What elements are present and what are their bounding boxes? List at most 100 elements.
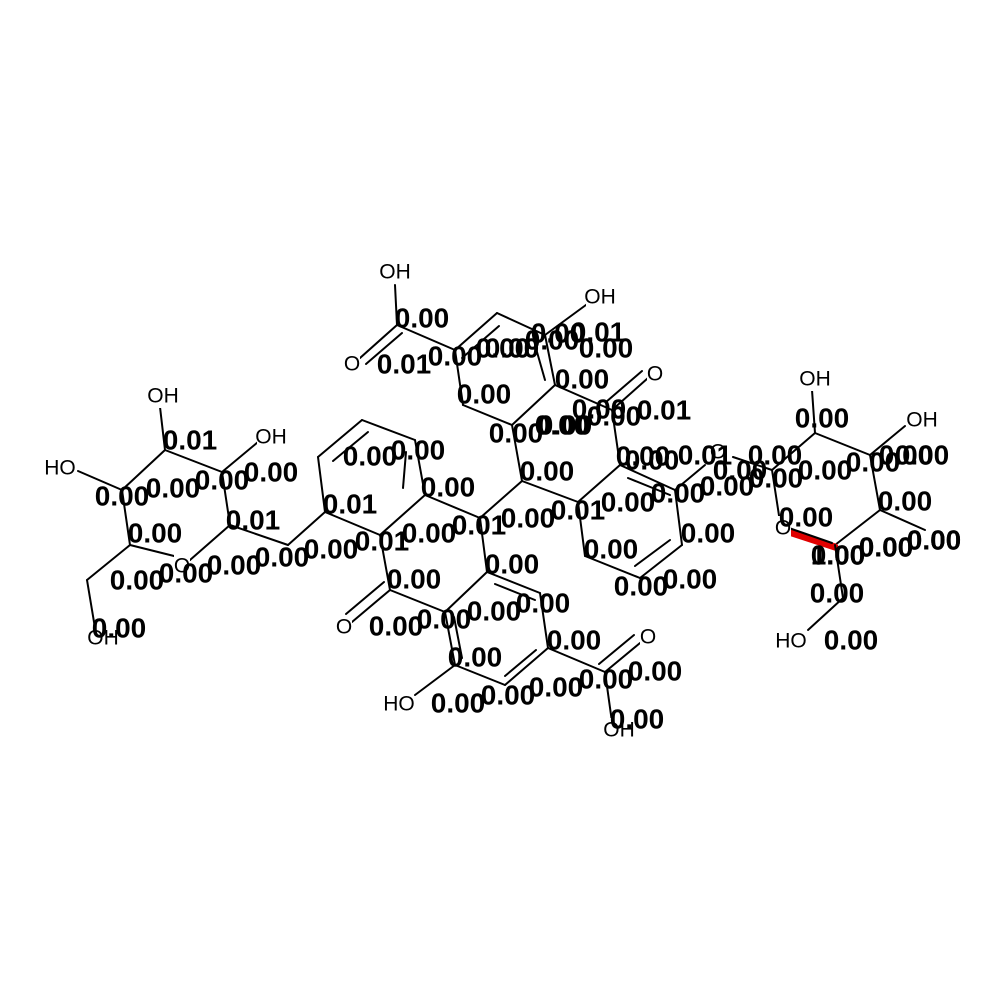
bond [814,432,871,456]
atom-label: OH [799,368,831,391]
bond [504,649,537,677]
bond [544,334,556,386]
score-label: 0.00 [481,680,536,711]
score-label: 0.00 [207,550,262,581]
atom-label-bg [46,456,74,480]
score-label: 0.00 [387,564,442,595]
bond [771,469,781,523]
atom-label-bg [381,260,409,284]
bond [424,494,481,519]
bond [619,464,676,491]
atom-label: O [640,626,656,649]
score-label: 0.00 [625,445,680,476]
atom-label-bg [149,384,177,408]
bond [396,324,456,351]
score-label: 0.00 [748,440,803,471]
score-label: 0.01 [551,495,606,526]
score-label: 0.00 [485,549,540,580]
score-label: 0.00 [859,532,914,563]
bond [164,449,223,473]
atom-label-bg [385,692,413,716]
bond [554,384,613,411]
bond [511,384,556,426]
bond [444,571,488,613]
score-label: 0.00 [110,565,165,596]
bond [454,349,464,406]
score-label: 0.00 [907,525,962,556]
bond [379,494,426,536]
bond [611,409,621,466]
bond [221,471,231,526]
bond [834,544,844,599]
bond [486,571,541,594]
score-label: 0.00 [421,472,476,503]
bond [287,511,326,546]
score-label: 0.00 [369,611,424,642]
score-label: 0.01 [377,349,432,380]
score-label: 0.00 [810,578,865,609]
bond [479,517,488,573]
bond [544,301,591,336]
atom-label: HO [775,630,807,653]
bond [454,312,498,351]
score-label: 0.00 [587,401,642,432]
score-label: 0.00 [895,440,950,471]
bond [77,470,123,491]
score-label: 0.00 [489,418,544,449]
score-label: 0.00 [146,473,201,504]
bond [221,441,259,473]
atom-label-bg [710,440,726,464]
score-label: 0.00 [601,487,656,518]
bond [547,647,606,673]
score-label: 0.00 [448,642,503,673]
atom-label-bg [344,352,360,376]
score-label: 0.00 [529,672,584,703]
score-label: 0.00 [749,463,804,494]
bond [359,324,398,359]
atom-label: O [174,555,190,578]
bond [869,454,881,511]
score-label: 0.00 [572,394,627,425]
score-label: 0.01 [226,505,281,536]
bond [351,589,391,623]
score-label: 0.00 [681,518,736,549]
score-label: 0.00 [879,440,934,471]
score-label: 0.00 [525,325,580,356]
bond [121,449,166,491]
atom-label: OH [603,719,635,742]
atom-label-bg [777,629,805,653]
atom-label-bg [908,408,936,432]
bond [771,432,816,471]
score-label: 0.00 [520,456,575,487]
bond [402,451,407,489]
atom-label: OH [584,286,616,309]
score-label: 0.01 [163,425,218,456]
score-label: 0.01 [452,510,507,541]
atom-label-bg [801,367,829,391]
score-label: 0.00 [538,410,593,441]
bond [86,544,131,581]
score-label: 0.00 [343,441,398,472]
bond [511,424,523,482]
score-labels: 0.000.010.000.000.000.010.00 0.000.000.00… [92,303,962,735]
bond [453,616,463,659]
atom-label: O [336,616,352,639]
atom-label: HO [44,457,76,480]
bond [521,480,579,503]
score-label: 0.00 [417,604,472,635]
score-label: 0.00 [798,455,853,486]
score-label: 0.00 [907,525,962,556]
bond [121,489,131,546]
bonds [77,284,926,723]
score-label: 0.00 [128,518,183,549]
score-label: 0.00 [795,403,850,434]
score-label: 0.00 [244,457,299,488]
bond [365,332,403,365]
score-label: 0.00 [610,704,665,735]
atom-label: O [647,363,663,386]
bond [86,579,96,629]
bond [869,425,906,456]
atom-label-bg [174,554,190,578]
score-label: 0.00 [535,410,590,441]
score-label: 0.00 [431,688,486,719]
